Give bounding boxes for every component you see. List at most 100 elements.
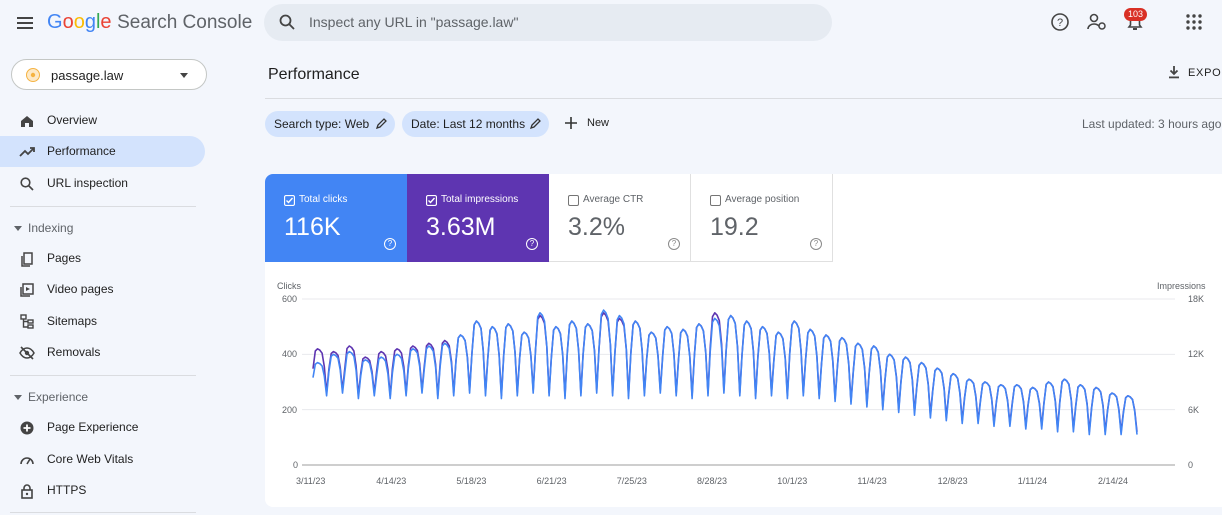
left-tick-label: 600 <box>282 294 298 304</box>
x-tick-label: 3/11/23 <box>296 476 326 486</box>
help-icon[interactable]: ? <box>526 238 538 250</box>
search-placeholder: Inspect any URL in "passage.law" <box>309 14 519 30</box>
sidebar-item-https[interactable]: HTTPS <box>0 475 205 506</box>
metric-value: 116K <box>284 213 341 241</box>
svg-text:?: ? <box>1057 17 1063 29</box>
header-divider <box>265 98 1222 99</box>
metric-total-impressions[interactable]: Total impressions 3.63M ? <box>407 174 549 262</box>
sidebar-divider <box>10 512 196 513</box>
chevron-down-icon <box>180 73 188 78</box>
export-label: EXPORT <box>1188 67 1222 79</box>
search-type-filter-chip[interactable]: Search type: Web <box>265 111 395 137</box>
sidebar-item-overview[interactable]: Overview <box>0 105 205 136</box>
series-line-clicks <box>312 309 1138 436</box>
property-name: passage.law <box>51 68 124 83</box>
app-logo[interactable]: Google Search Console <box>47 11 252 34</box>
edit-icon <box>529 118 541 130</box>
property-selector[interactable]: passage.law <box>11 59 207 90</box>
sidebar-item-core-web-vitals[interactable]: Core Web Vitals <box>0 444 205 475</box>
x-tick-label: 10/1/23 <box>777 476 808 486</box>
sidebar-item-label: URL inspection <box>47 176 128 190</box>
video-pages-icon <box>20 283 34 297</box>
download-icon <box>1169 66 1179 79</box>
sitemap-icon <box>20 314 34 329</box>
page-experience-icon <box>20 421 34 435</box>
home-icon <box>21 116 33 127</box>
metric-average-ctr[interactable]: Average CTR 3.2% ? <box>549 174 691 262</box>
search-icon <box>279 14 295 30</box>
right-axis-title: Impressions <box>1157 281 1206 291</box>
x-tick-label: 1/11/24 <box>1017 476 1048 486</box>
date-filter-chip[interactable]: Date: Last 12 months <box>402 111 549 137</box>
collapse-caret-icon <box>14 226 22 231</box>
sidebar-item-label: HTTPS <box>47 483 87 497</box>
sidebar-item-label: Overview <box>47 113 98 127</box>
help-icon[interactable]: ? <box>1049 11 1071 33</box>
right-tick-label: 18K <box>1188 294 1205 304</box>
manage-users-icon[interactable] <box>1086 11 1108 33</box>
new-filter-label: New <box>587 117 610 129</box>
help-icon[interactable]: ? <box>810 238 822 250</box>
last-updated-text: Last updated: 3 hours ago <box>1082 117 1222 131</box>
sidebar-item-label: Removals <box>47 345 101 359</box>
sidebar-item-url-inspection[interactable]: URL inspection <box>0 168 205 199</box>
trending-up-icon <box>19 147 35 157</box>
metric-value: 3.63M <box>426 213 496 241</box>
sidebar-item-sitemaps[interactable]: Sitemaps <box>0 306 205 337</box>
sidebar-item-pages[interactable]: Pages <box>0 243 205 274</box>
sidebar-divider <box>10 206 196 207</box>
sidebar-item-label: Performance <box>47 144 116 158</box>
speed-icon <box>20 457 34 465</box>
metric-label: Average position <box>725 194 800 205</box>
pages-icon <box>21 252 33 267</box>
left-tick-label: 0 <box>293 460 299 470</box>
notification-badge: 103 <box>1124 8 1148 21</box>
x-tick-label: 8/28/23 <box>697 476 728 486</box>
x-tick-label: 7/25/23 <box>616 476 647 486</box>
metric-total-clicks[interactable]: Total clicks 116K ? <box>265 174 407 262</box>
menu-icon[interactable] <box>14 12 36 34</box>
google-wordmark: Google <box>47 11 112 33</box>
right-tick-label: 6K <box>1188 405 1200 415</box>
x-tick-label: 6/21/23 <box>536 476 567 486</box>
left-axis-title: Clicks <box>277 281 301 291</box>
apps-grid-icon[interactable] <box>1183 11 1205 33</box>
x-tick-label: 12/8/23 <box>937 476 968 486</box>
sidebar-item-label: Video pages <box>47 282 114 296</box>
right-tick-label: 0 <box>1188 460 1194 470</box>
metric-average-position[interactable]: Average position 19.2 ? <box>691 174 833 262</box>
help-icon[interactable]: ? <box>668 238 680 250</box>
left-tick-label: 400 <box>282 349 298 359</box>
metric-value: 19.2 <box>710 213 759 241</box>
help-icon[interactable]: ? <box>384 238 396 250</box>
sidebar-item-video-pages[interactable]: Video pages <box>0 274 205 305</box>
sidebar-item-page-experience[interactable]: Page Experience <box>0 412 205 443</box>
sidebar-item-performance[interactable]: Performance <box>0 136 205 167</box>
x-tick-label: 11/4/23 <box>857 476 887 486</box>
sidebar-item-label: Pages <box>47 251 82 265</box>
chip-label: Search type: Web <box>274 117 370 131</box>
x-tick-label: 5/18/23 <box>456 476 487 486</box>
sidebar-item-label: Page Experience <box>47 420 139 434</box>
checkbox-checked-icon[interactable] <box>284 195 295 206</box>
metric-label: Total impressions <box>441 194 519 205</box>
sidebar-item-label: Sitemaps <box>47 314 98 328</box>
removals-icon <box>19 346 35 360</box>
x-tick-label: 4/14/23 <box>376 476 407 486</box>
page-title: Performance <box>268 66 360 83</box>
left-tick-label: 200 <box>282 405 298 415</box>
url-inspect-search[interactable]: Inspect any URL in "passage.law" <box>264 4 832 41</box>
edit-icon <box>375 118 387 130</box>
checkbox-unchecked-icon[interactable] <box>710 195 721 206</box>
right-tick-label: 12K <box>1188 349 1205 359</box>
metric-label: Total clicks <box>299 194 348 205</box>
sidebar-item-removals[interactable]: Removals <box>0 337 205 368</box>
plus-icon <box>565 117 577 129</box>
checkbox-checked-icon[interactable] <box>426 195 437 206</box>
x-tick-label: 2/14/24 <box>1098 476 1129 486</box>
metric-value: 3.2% <box>568 213 625 241</box>
checkbox-unchecked-icon[interactable] <box>568 195 579 206</box>
chip-label: Date: Last 12 months <box>411 117 526 131</box>
section-title: Indexing <box>28 221 74 235</box>
section-title: Experience <box>28 390 89 404</box>
